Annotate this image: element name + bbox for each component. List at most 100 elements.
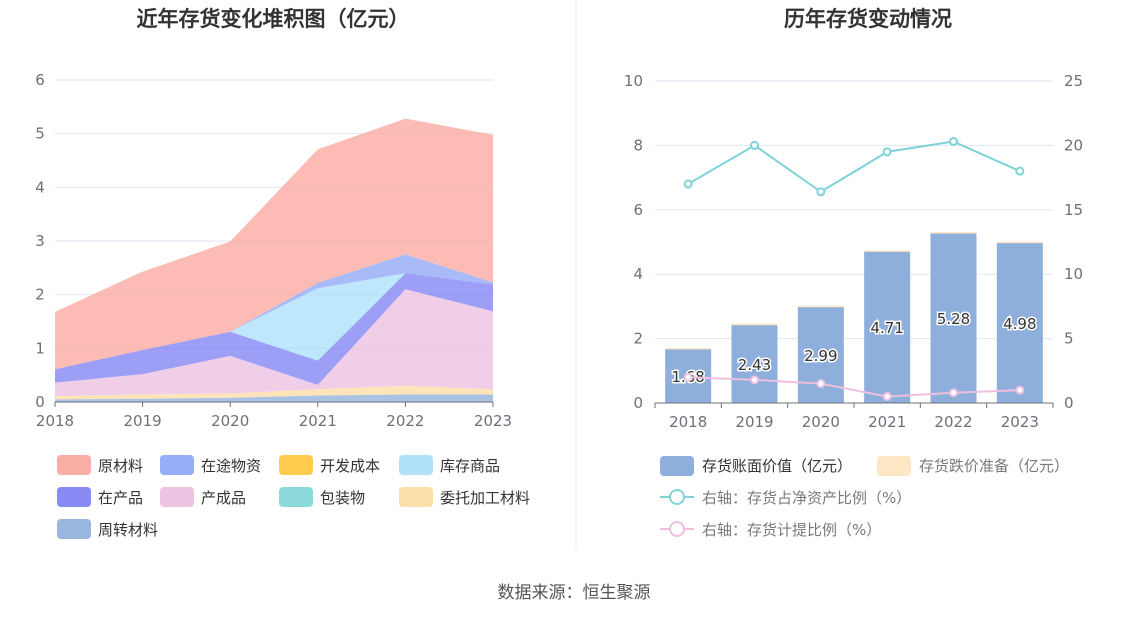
- legend-label-周转材料: 周转材料: [98, 521, 158, 539]
- line-point-2: [882, 392, 892, 402]
- bar-provision-2020: [797, 305, 844, 308]
- right-chart-title: 历年存货变动情况: [784, 7, 952, 31]
- legend-swatch-开发成本: [279, 455, 313, 475]
- area-库存商品: [55, 273, 493, 370]
- left-xtick-label: 2021: [299, 412, 337, 430]
- right-axis: 0 2 4 6 8 10 0 5 10 15 20 25 2018 2019 2020 2021 2022 202…: [624, 72, 1083, 431]
- bar-provision-2022: [930, 232, 977, 234]
- left-axis: 0 1 2 3 4 5 6 2018 2019 2020 2021 2022 2023: [35, 71, 512, 430]
- legend-label-产成品: 产成品: [201, 489, 246, 507]
- right-right-ytick-label: 10: [1064, 265, 1083, 283]
- right-grid: [655, 80, 1053, 404]
- bar-2022: [930, 232, 977, 403]
- left-xtick-label: 2019: [124, 412, 162, 430]
- left-ytick-label: 6: [35, 71, 45, 89]
- line-point-1: [683, 179, 693, 189]
- legend-swatch-在产品: [57, 487, 91, 507]
- line-point-2: [750, 375, 759, 385]
- bar-value-label: 2.43: [738, 356, 771, 374]
- bar-value-label: 2.99: [804, 347, 837, 365]
- right-bars: 1.682.432.994.715.284.98: [665, 232, 1043, 403]
- right-left-ytick-label: 4: [633, 265, 643, 283]
- legend-swatch-book-value: [660, 456, 694, 476]
- line-point-1: [949, 137, 958, 147]
- right-left-ytick-label: 2: [633, 330, 643, 348]
- right-left-ytick-label: 10: [624, 72, 643, 90]
- area-委托加工材料: [55, 385, 493, 400]
- left-chart-title: 近年存货变化堆积图（亿元）: [137, 7, 410, 31]
- line-point-1: [882, 147, 892, 157]
- right-xtick-label: 2020: [802, 413, 840, 431]
- left-ytick-label: 3: [35, 232, 45, 250]
- legend-label-line-2: 右轴：存货计提比例（%）: [702, 521, 881, 539]
- right-xtick-label: 2019: [735, 413, 773, 431]
- line-point-2: [1015, 385, 1025, 395]
- left-xtick-label: 2023: [474, 412, 512, 430]
- right-xtick-label: 2021: [868, 413, 906, 431]
- line-point-1: [1015, 166, 1025, 176]
- stacked-area-chart: 近年存货变化堆积图（亿元） 0 1 2 3 4 5 6 2018 2019 2020 2021 202…: [35, 7, 530, 539]
- area-周转材料: [55, 394, 493, 402]
- left-ytick-label: 4: [35, 178, 45, 196]
- area-原材料: [55, 118, 493, 370]
- legend-label-line-1: 右轴：存货占净资产比例（%）: [702, 489, 911, 507]
- right-lines: [683, 137, 1025, 402]
- bar-value-label: 4.98: [1003, 315, 1036, 333]
- legend-label-库存商品: 库存商品: [440, 457, 500, 475]
- legend-marker-1: [669, 489, 685, 505]
- legend-swatch-包装物: [279, 487, 313, 507]
- bar-provision-2018: [665, 347, 712, 350]
- bar-provision-2021: [864, 250, 911, 252]
- right-xtick-label: 2022: [934, 413, 972, 431]
- line-point-2: [683, 372, 693, 382]
- legend-swatch-周转材料: [57, 519, 91, 539]
- area-在产品: [55, 273, 493, 385]
- legend-swatch-产成品: [160, 487, 194, 507]
- legend-marker-2: [669, 521, 685, 537]
- right-left-ytick-label: 6: [633, 201, 643, 219]
- legend-swatch-库存商品: [399, 455, 433, 475]
- line-series-1: [687, 140, 1021, 193]
- line-point-2: [949, 388, 958, 398]
- left-xtick-label: 2020: [211, 412, 249, 430]
- right-right-ytick-label: 0: [1064, 394, 1074, 412]
- legend-swatch-provision: [877, 456, 911, 476]
- left-ytick-label: 5: [35, 125, 45, 143]
- legend-swatch-在途物资: [160, 455, 194, 475]
- left-ytick-label: 2: [35, 286, 45, 304]
- line-point-1: [816, 187, 826, 197]
- legend-label-book-value: 存货账面价值（亿元）: [702, 457, 852, 475]
- data-source: 数据来源：恒生聚源: [498, 583, 651, 603]
- legend-label-包装物: 包装物: [320, 489, 365, 507]
- legend-label-provision: 存货跌价准备（亿元）: [919, 457, 1069, 475]
- right-left-ytick-label: 0: [633, 394, 643, 412]
- bar-value-label: 4.71: [870, 319, 903, 337]
- legend-swatch-原材料: [57, 455, 91, 475]
- bar-line-chart: 历年存货变动情况 1.682.432.994.715.284.98 024681…: [624, 7, 1083, 539]
- bar-provision-2019: [731, 323, 778, 326]
- line-point-2: [816, 379, 826, 389]
- legend-label-在产品: 在产品: [98, 489, 143, 507]
- right-right-ytick-label: 5: [1064, 330, 1074, 348]
- bar-2019: [731, 324, 778, 403]
- legend-label-在途物资: 在途物资: [201, 457, 261, 475]
- right-right-ytick-label: 15: [1064, 201, 1083, 219]
- line-series-2: [688, 376, 1020, 398]
- left-xtick-label: 2022: [386, 412, 424, 430]
- right-legend: 存货账面价值（亿元） 存货跌价准备（亿元） 右轴：存货占净资产比例（%） 右轴：存货计…: [660, 456, 1069, 539]
- right-xtick-label: 2018: [669, 413, 707, 431]
- right-right-ytick-label: 25: [1064, 72, 1083, 90]
- left-ytick-label: 0: [35, 393, 45, 411]
- right-right-ytick-label: 20: [1064, 136, 1083, 154]
- bar-2023: [996, 242, 1043, 403]
- legend-swatch-委托加工材料: [399, 487, 433, 507]
- left-xtick-label: 2018: [36, 412, 74, 430]
- bar-provision-2023: [996, 241, 1043, 244]
- line-point-1: [750, 140, 759, 150]
- right-left-ytick-label: 8: [633, 136, 643, 154]
- left-areas: [55, 118, 493, 402]
- bar-2021: [864, 251, 911, 403]
